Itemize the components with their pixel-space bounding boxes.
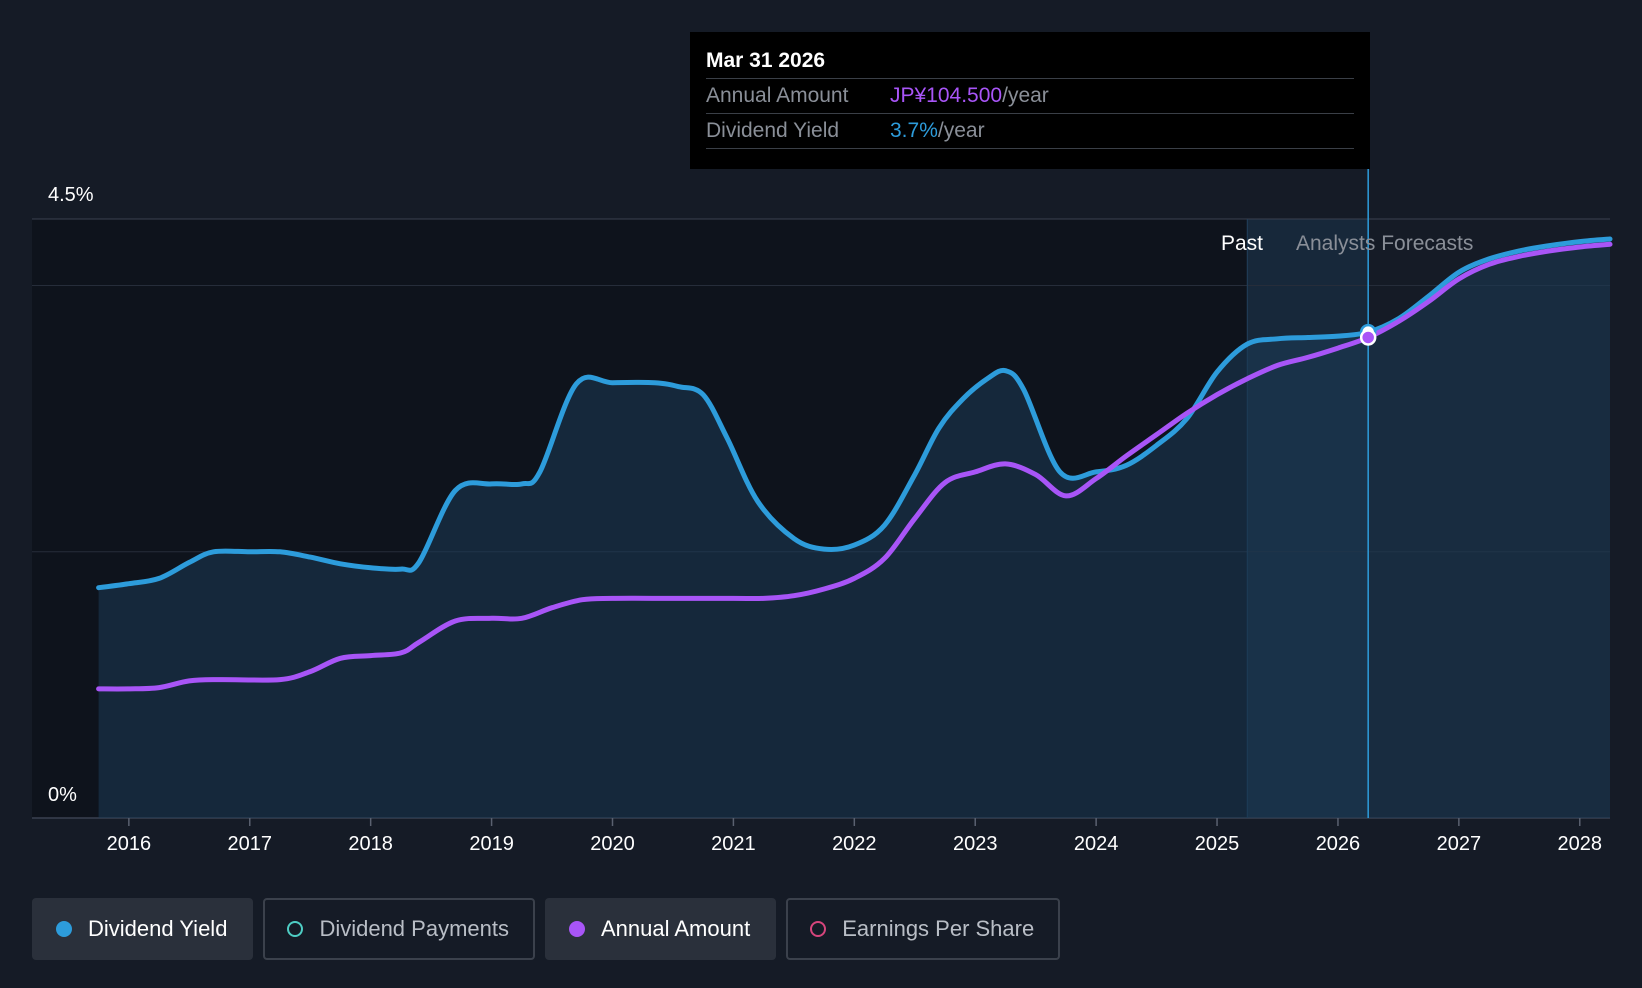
legend-label: Dividend Payments bbox=[319, 916, 509, 941]
y-tick-label-bottom: 0% bbox=[48, 784, 77, 806]
x-tick-label: 2022 bbox=[832, 833, 877, 855]
data-tooltip: Mar 31 2026 Annual Amount JP¥104.500 /ye… bbox=[690, 32, 1370, 169]
x-tick-label: 2024 bbox=[1074, 833, 1119, 855]
chart-legend: Dividend Yield Dividend Payments Annual … bbox=[32, 898, 1061, 960]
tooltip-value: JP¥104.500 bbox=[890, 84, 1003, 107]
tooltip-label: Dividend Yield bbox=[706, 119, 840, 142]
tooltip-suffix: /year bbox=[1002, 84, 1049, 107]
tooltip-row-annual-amount: Annual Amount JP¥104.500 /year bbox=[706, 79, 1354, 114]
x-tick-label: 2019 bbox=[469, 833, 514, 855]
past-region-label: Past bbox=[1221, 232, 1263, 255]
tooltip-label: Annual Amount bbox=[706, 84, 849, 107]
legend-label: Dividend Yield bbox=[88, 916, 228, 941]
legend-ring-icon bbox=[287, 921, 304, 937]
x-tick-label: 2027 bbox=[1437, 833, 1482, 855]
tooltip-row-dividend-yield: Dividend Yield 3.7% /year bbox=[706, 114, 1354, 149]
legend-earnings-per-share[interactable]: Earnings Per Share bbox=[786, 898, 1061, 960]
y-tick-label-top: 4.5% bbox=[48, 184, 94, 206]
legend-dot-icon bbox=[56, 921, 72, 937]
legend-dividend-payments[interactable]: Dividend Payments bbox=[263, 898, 535, 960]
legend-ring-icon bbox=[810, 921, 827, 937]
x-axis: 2016 2017 2018 2019 2020 2021 2022 2023 2024 2025… bbox=[107, 818, 1602, 855]
tooltip-suffix: /year bbox=[937, 119, 985, 142]
x-tick-label: 2026 bbox=[1316, 833, 1361, 855]
annual-amount-marker bbox=[1359, 329, 1377, 346]
legend-dividend-yield[interactable]: Dividend Yield bbox=[32, 898, 254, 960]
legend-label: Earnings Per Share bbox=[842, 916, 1035, 941]
x-tick-label: 2016 bbox=[107, 833, 152, 855]
x-tick-label: 2017 bbox=[228, 833, 273, 855]
legend-label: Annual Amount bbox=[600, 916, 751, 941]
x-tick-label: 2025 bbox=[1195, 833, 1240, 855]
x-tick-label: 2020 bbox=[590, 833, 635, 855]
forecast-region-label: Analysts Forecasts bbox=[1296, 232, 1473, 255]
legend-annual-amount[interactable]: Annual Amount bbox=[544, 898, 777, 960]
legend-dot-icon bbox=[568, 921, 585, 937]
x-tick-label: 2028 bbox=[1558, 833, 1603, 855]
tooltip-date: Mar 31 2026 bbox=[706, 46, 1354, 79]
x-tick-label: 2018 bbox=[348, 833, 393, 855]
x-tick-label: 2023 bbox=[953, 833, 998, 855]
tooltip-value: 3.7% bbox=[890, 119, 938, 142]
series-line-dividend-yield[interactable] bbox=[96, 236, 1613, 591]
x-tick-label: 2021 bbox=[711, 833, 756, 855]
